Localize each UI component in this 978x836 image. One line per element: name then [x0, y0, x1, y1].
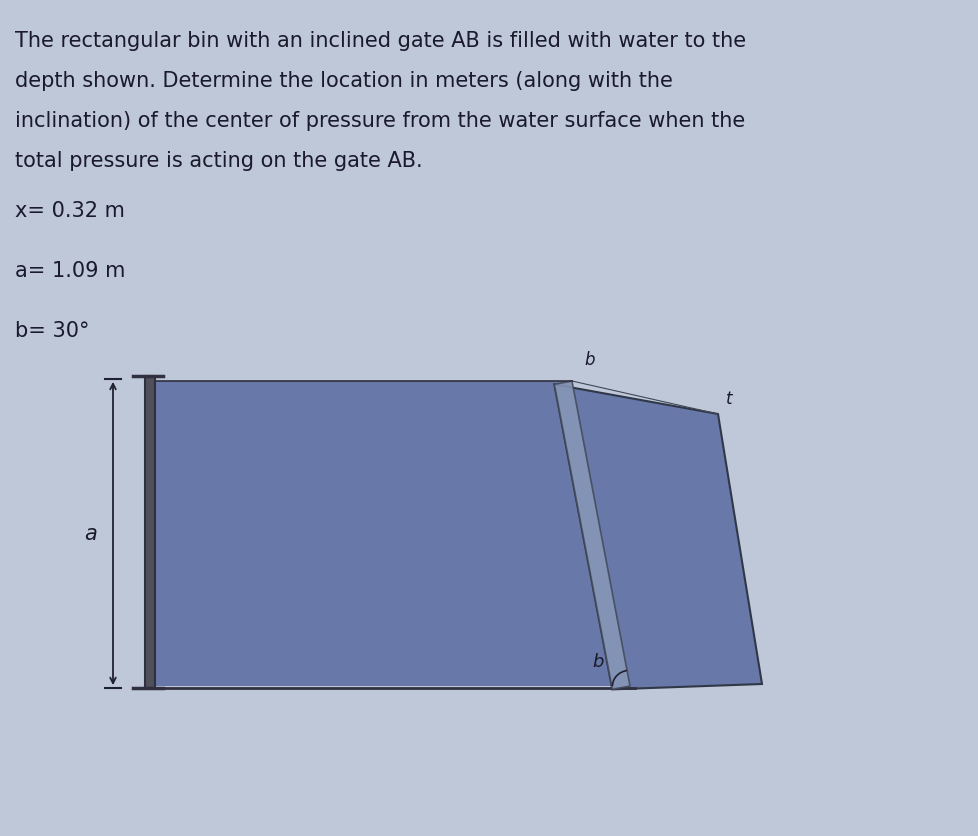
Polygon shape	[554, 385, 761, 690]
Text: a= 1.09 m: a= 1.09 m	[15, 261, 125, 281]
Text: total pressure is acting on the gate AB.: total pressure is acting on the gate AB.	[15, 151, 422, 171]
Text: The rectangular bin with an inclined gate AB is filled with water to the: The rectangular bin with an inclined gat…	[15, 31, 745, 51]
Text: t: t	[726, 390, 732, 408]
Text: b: b	[584, 351, 594, 369]
Text: b= 30°: b= 30°	[15, 321, 89, 341]
Polygon shape	[145, 376, 155, 688]
Polygon shape	[554, 381, 630, 690]
Polygon shape	[155, 381, 630, 686]
Text: x= 0.32 m: x= 0.32 m	[15, 201, 125, 221]
Text: b: b	[592, 653, 602, 671]
Text: s: s	[730, 542, 737, 557]
Text: a: a	[84, 523, 97, 543]
Text: depth shown. Determine the location in meters (along with the: depth shown. Determine the location in m…	[15, 71, 672, 91]
Text: inclination) of the center of pressure from the water surface when the: inclination) of the center of pressure f…	[15, 111, 744, 131]
